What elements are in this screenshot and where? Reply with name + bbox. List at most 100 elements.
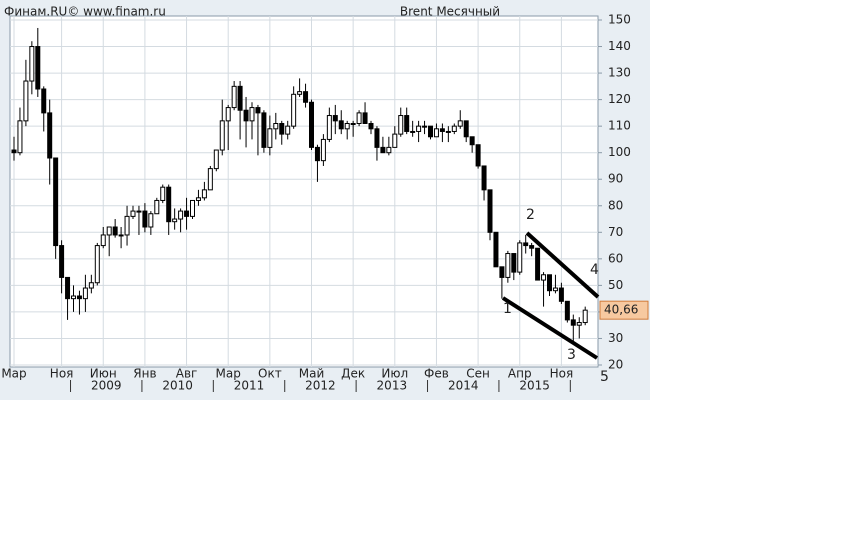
- y-tick-label: 20: [608, 358, 623, 372]
- candle-body: [499, 266, 505, 278]
- candle-body: [320, 138, 326, 162]
- candle-body: [41, 88, 47, 114]
- x-tick-label: Июл: [381, 367, 408, 381]
- candle-body: [35, 46, 41, 90]
- candle-body: [190, 199, 195, 217]
- candle-body: [469, 136, 475, 146]
- candle-body: [374, 128, 380, 148]
- candle-body: [392, 133, 398, 148]
- candle-body: [386, 146, 392, 154]
- candle-body: [237, 85, 243, 111]
- candle-body: [219, 120, 225, 151]
- candle-body: [100, 234, 106, 247]
- annotation: 2: [526, 207, 535, 223]
- candle-body: [112, 226, 118, 236]
- candle-body: [297, 91, 303, 95]
- candle-body: [255, 107, 261, 114]
- current-price-box: [599, 300, 649, 320]
- y-tick-label: 100: [608, 145, 631, 159]
- candle-body: [76, 295, 82, 300]
- candle-body: [160, 186, 166, 201]
- year-label: 2012: [305, 379, 336, 393]
- candle-body: [445, 130, 451, 133]
- candle-body: [428, 125, 433, 138]
- year-label: 2011: [234, 379, 265, 393]
- chart-title: Brent Месячный: [400, 5, 500, 19]
- candle-body: [142, 210, 148, 228]
- candle-body: [529, 245, 535, 249]
- candle-body: [47, 112, 53, 159]
- candle-body: [261, 112, 267, 148]
- x-tick-label: Сен: [466, 367, 490, 381]
- x-tick-label: Май: [299, 367, 325, 381]
- header-left: Финам.RU© www.finam.ru: [4, 5, 166, 19]
- candle-body: [439, 128, 445, 132]
- candle-body: [493, 231, 499, 268]
- candle-body: [195, 197, 201, 201]
- candle-body: [570, 319, 576, 326]
- candle-body: [451, 125, 457, 132]
- candle-body: [172, 218, 178, 223]
- candle-body: [285, 125, 291, 135]
- candle-body: [416, 125, 422, 132]
- candle-body: [82, 287, 88, 300]
- candle-body: [422, 125, 428, 128]
- y-tick-label: 60: [608, 251, 623, 265]
- candle-body: [481, 165, 487, 191]
- trend-line: [501, 296, 599, 360]
- x-tick-label: Мар: [216, 367, 241, 381]
- candle-body: [207, 168, 213, 191]
- y-tick-label: 30: [608, 331, 623, 345]
- candle-body: [576, 322, 582, 326]
- candle-body: [71, 295, 76, 300]
- candle-body: [558, 287, 564, 302]
- current-price-label: 40,66: [604, 303, 638, 317]
- annotation: 5: [600, 369, 609, 385]
- candle-body: [94, 245, 100, 284]
- candle-body: [11, 149, 17, 154]
- candle-body: [267, 128, 273, 148]
- candle-body: [523, 242, 529, 247]
- y-tick-label: 50: [608, 278, 623, 292]
- year-label: 2009: [91, 379, 122, 393]
- x-tick-label: Дек: [341, 367, 365, 381]
- candle-body: [231, 85, 237, 109]
- y-tick-label: 150: [608, 13, 631, 27]
- candle-body: [88, 282, 94, 289]
- candle-body: [505, 253, 511, 278]
- candle-body: [130, 210, 136, 217]
- candle-body: [487, 189, 493, 233]
- year-label: 2013: [377, 379, 408, 393]
- candle-body: [338, 120, 344, 130]
- candle-body: [53, 157, 59, 247]
- candle-body: [362, 112, 368, 124]
- trend-line: [525, 231, 600, 299]
- y-tick-label: 120: [608, 92, 631, 106]
- candle-body: [511, 253, 517, 273]
- candle-body: [517, 242, 523, 273]
- annotation: 4: [590, 262, 599, 278]
- candle-body: [243, 109, 249, 122]
- x-tick-label: Апр: [508, 367, 532, 381]
- x-tick-label: Мар: [1, 367, 26, 381]
- candle-body: [23, 80, 29, 122]
- candle-body: [279, 123, 285, 135]
- x-tick-label: Ноя: [50, 367, 74, 381]
- candle-body: [213, 149, 219, 170]
- candle-body: [291, 93, 297, 127]
- candle-body: [314, 146, 320, 162]
- x-tick-label: Фев: [424, 367, 449, 381]
- candle-body: [475, 144, 481, 167]
- candle-body: [457, 120, 463, 127]
- x-tick-label: Авг: [176, 367, 198, 381]
- candle-body: [404, 115, 410, 132]
- candle-body: [124, 215, 130, 236]
- y-tick-label: 90: [608, 172, 623, 186]
- annotation: 1: [503, 301, 512, 317]
- candle-body: [154, 199, 160, 215]
- candle-body: [303, 91, 309, 103]
- candle-body: [29, 46, 35, 82]
- candle-body: [225, 107, 231, 122]
